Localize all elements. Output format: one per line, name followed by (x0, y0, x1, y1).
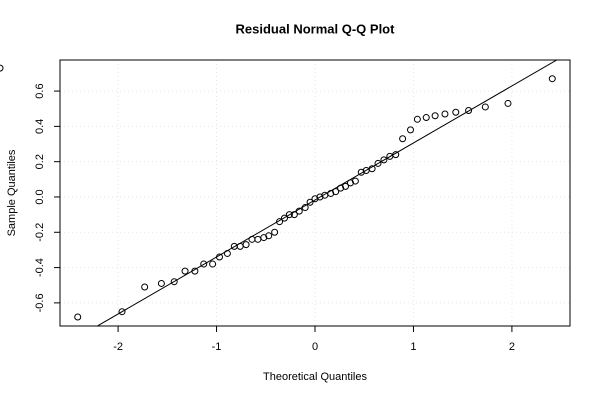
reference-line (96, 60, 558, 326)
y-tick-label: 0.0 (34, 189, 46, 204)
point (290, 211, 298, 219)
x-tick-label: 0 (312, 341, 318, 353)
y-tick-label: -0.6 (34, 293, 46, 312)
chart-title: Residual Normal Q-Q Plot (236, 21, 396, 36)
y-tick-label: 0.6 (34, 83, 46, 98)
point (141, 283, 149, 291)
point (191, 267, 199, 275)
point (285, 211, 293, 219)
point (295, 207, 303, 215)
point (181, 267, 189, 275)
point (271, 228, 279, 236)
point (399, 135, 407, 143)
point (200, 260, 208, 268)
point (306, 198, 314, 206)
y-tick-label: 0.2 (34, 154, 46, 169)
x-tick-label: -2 (113, 341, 123, 353)
point (342, 182, 350, 190)
point (431, 112, 439, 120)
x-tick-label: -1 (212, 341, 222, 353)
point (413, 115, 421, 123)
x-axis-label: Theoretical Quantiles (263, 371, 367, 383)
point (209, 260, 217, 268)
point (380, 156, 388, 164)
point (481, 103, 489, 111)
y-tick-label: -0.2 (34, 223, 46, 242)
point (392, 151, 400, 159)
point (170, 278, 178, 286)
y-axis-label: Sample Quantiles (6, 149, 18, 236)
point (215, 253, 223, 261)
point (346, 179, 354, 187)
point (548, 75, 556, 83)
point (441, 110, 449, 118)
point (368, 165, 376, 173)
x-tick-label: 2 (509, 341, 515, 353)
point (118, 308, 126, 316)
point (242, 241, 250, 249)
point (301, 204, 309, 212)
point (0, 64, 4, 72)
point (311, 195, 319, 203)
plot-frame (59, 59, 571, 327)
point (452, 108, 460, 116)
point (223, 249, 231, 257)
point (280, 214, 288, 222)
point (422, 114, 430, 122)
point (260, 234, 268, 242)
point (351, 177, 359, 185)
x-tick-label: 1 (410, 341, 416, 353)
point (407, 126, 415, 134)
point (357, 168, 365, 176)
point (337, 184, 345, 192)
point (374, 159, 382, 167)
point (74, 313, 82, 321)
y-tick-label: -0.4 (34, 258, 46, 277)
point (327, 189, 335, 197)
y-tick-label: 0.4 (34, 119, 46, 134)
point (504, 99, 512, 107)
point (332, 188, 340, 196)
point (265, 232, 273, 240)
point (465, 106, 473, 114)
point (157, 279, 165, 287)
point (316, 193, 324, 201)
point (276, 218, 284, 226)
